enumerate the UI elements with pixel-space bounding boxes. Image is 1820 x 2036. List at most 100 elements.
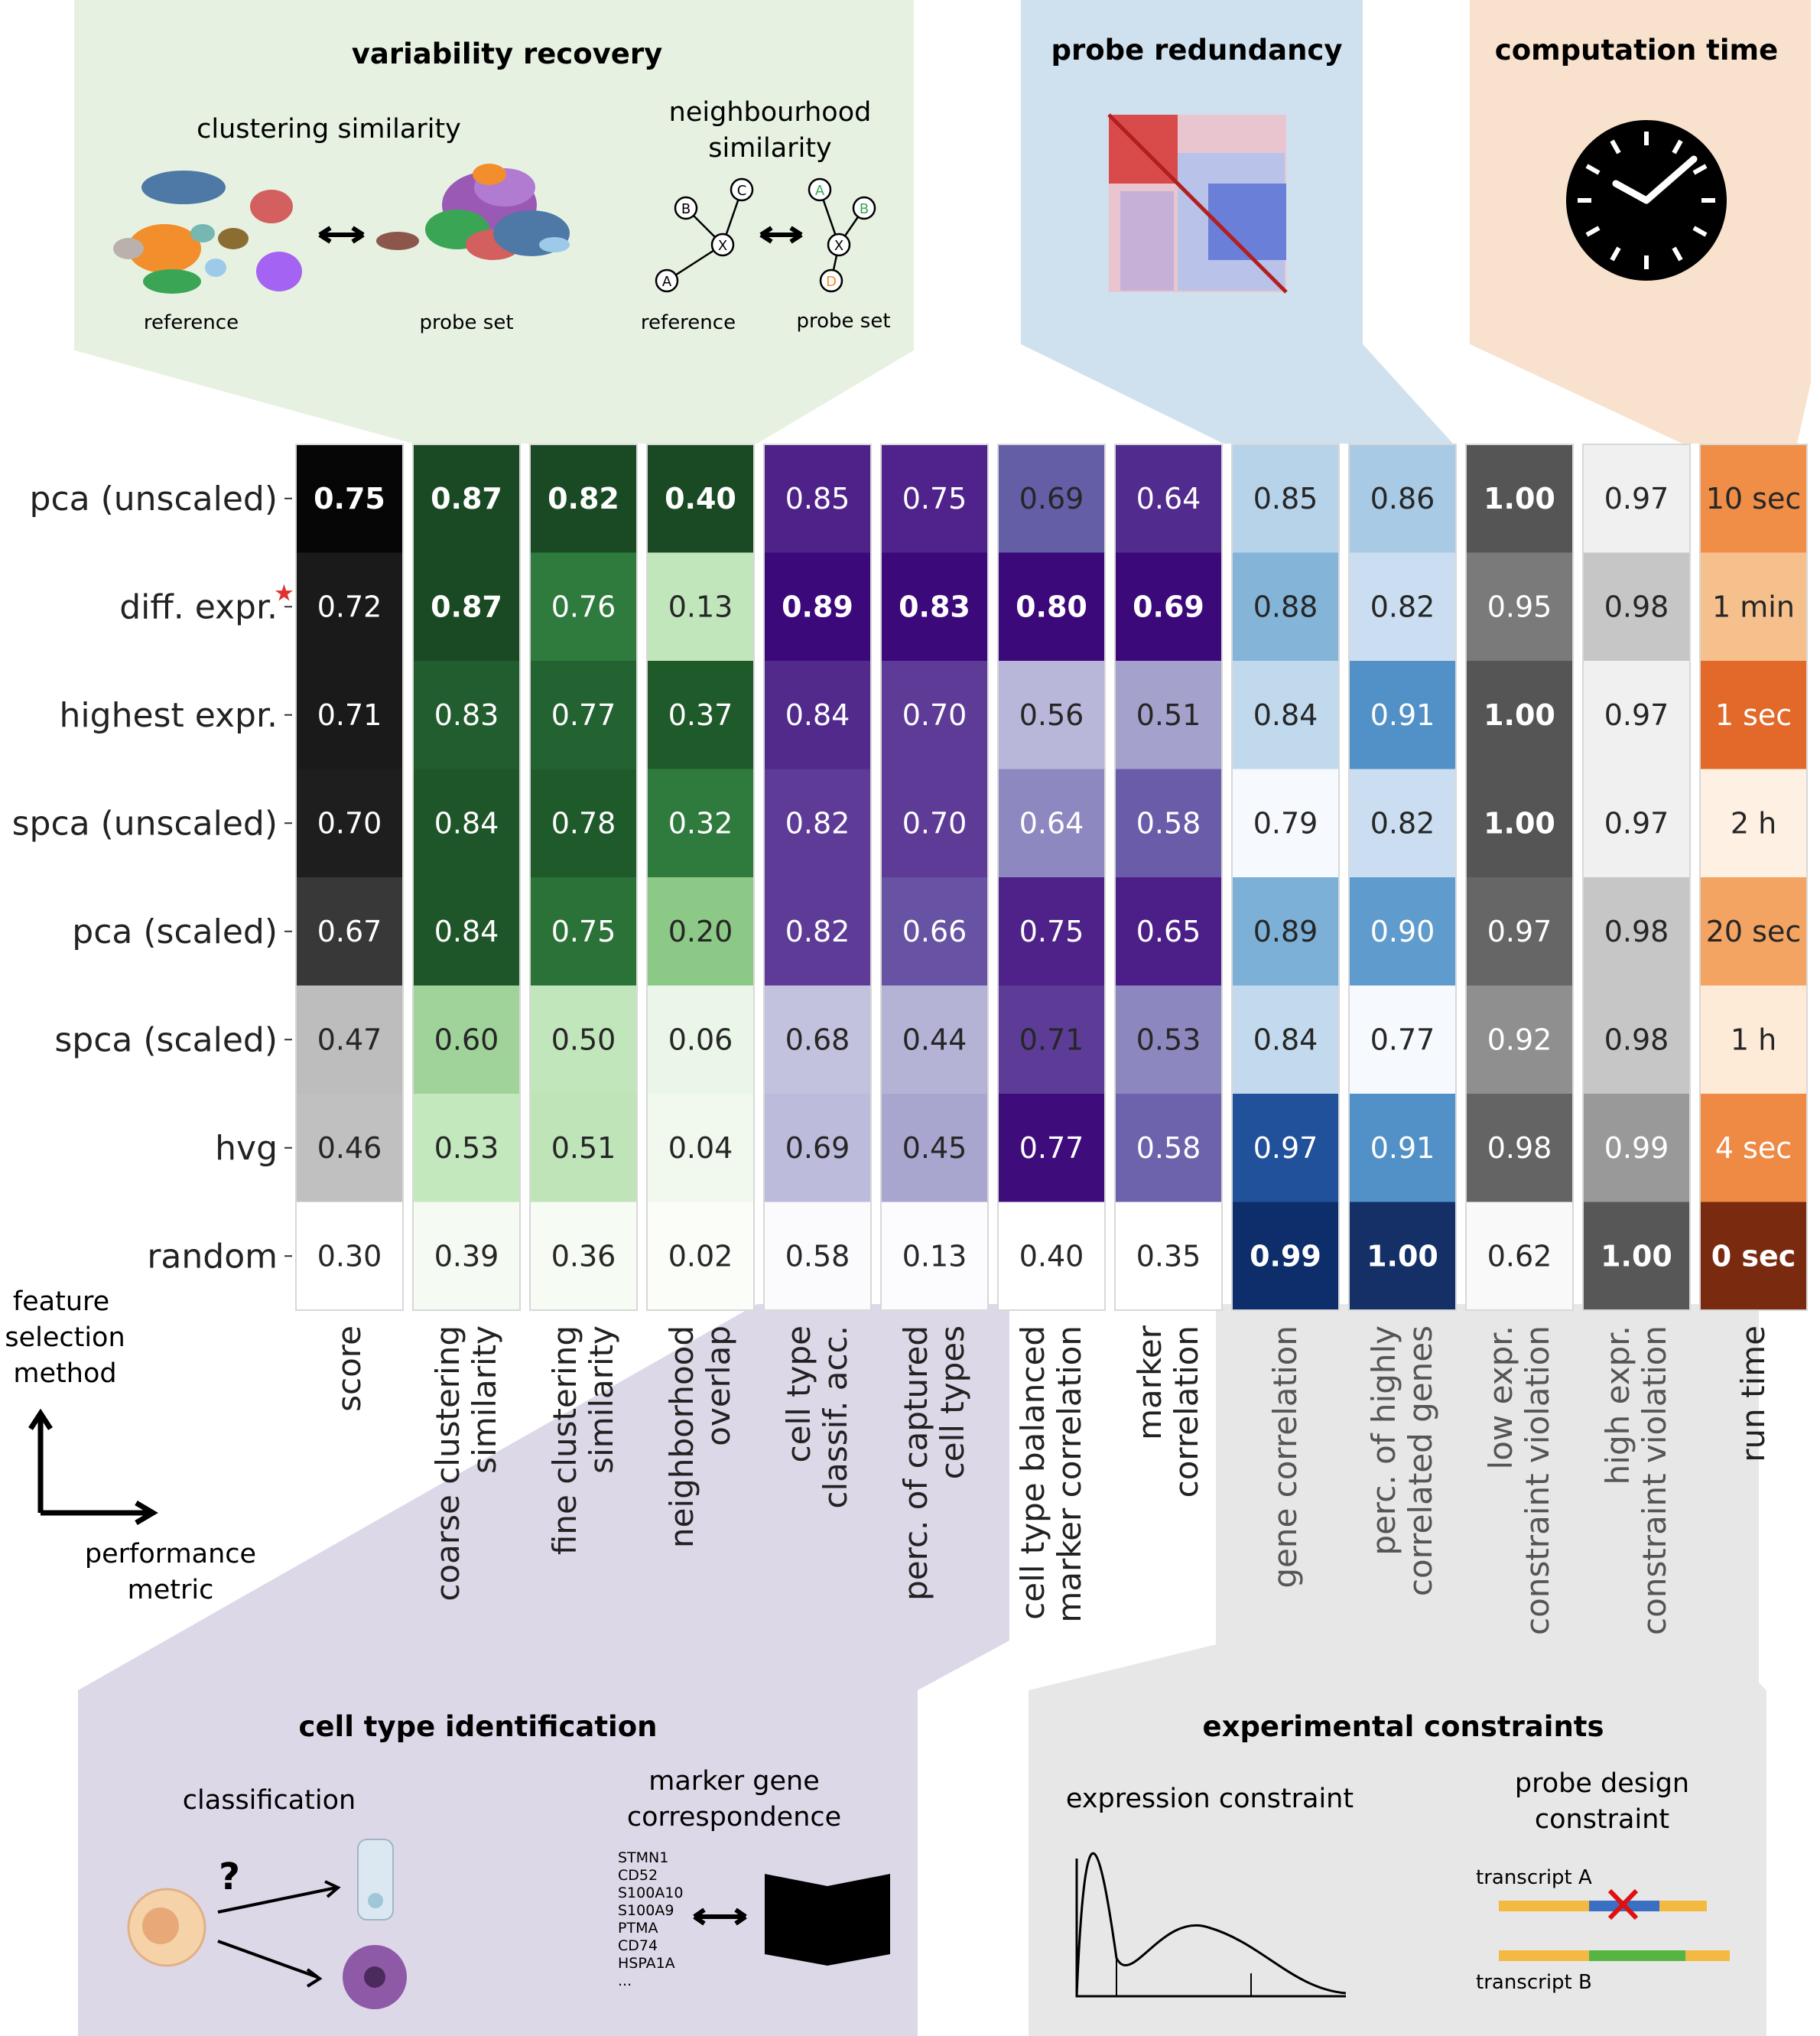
bidirectional-arrow-icon xyxy=(318,226,365,244)
cell-value: 0.02 xyxy=(668,1239,733,1273)
cell-value: 0.13 xyxy=(902,1239,967,1273)
column-label: neighborhood overlap xyxy=(663,1325,737,1548)
node-x-right: X xyxy=(834,238,843,254)
cell-value: 0.97 xyxy=(1487,915,1552,948)
probe-design-label-1: probe design xyxy=(1515,1768,1689,1799)
column-label-line: cell type balanced xyxy=(1014,1325,1051,1620)
cell-value: 0.82 xyxy=(785,915,850,948)
heatmap-cell xyxy=(881,444,988,553)
column-label: perc. of captured cell types xyxy=(897,1325,971,1601)
feature-label-1: feature xyxy=(13,1286,109,1317)
row-label: pca (scaled) xyxy=(72,912,278,951)
column-label-line: perc. of captured xyxy=(897,1325,934,1601)
cell-value: 0.97 xyxy=(1253,1131,1318,1165)
question-mark: ? xyxy=(219,1855,240,1898)
node-d-right: D xyxy=(826,274,837,290)
heatmap-cell xyxy=(1115,552,1222,662)
heatmap-cell xyxy=(530,877,637,986)
cell-value: 0.75 xyxy=(1019,915,1084,948)
heatmap-cell xyxy=(647,985,754,1094)
node-x-left: X xyxy=(718,238,727,254)
column-label: cell type balanced marker correlation xyxy=(1014,1325,1088,1623)
heatmap-cell xyxy=(296,444,403,553)
cell-value: 0.32 xyxy=(668,806,733,840)
column-frame xyxy=(1114,444,1223,1311)
row-label: diff. expr. xyxy=(119,587,278,626)
cell-value: 1.00 xyxy=(1601,1239,1672,1273)
column-label: cell type classif. acc. xyxy=(780,1325,854,1509)
probe-design-label-2: constraint xyxy=(1535,1804,1669,1835)
heatmap-cell xyxy=(1349,661,1456,769)
cell-value: 0.79 xyxy=(1253,806,1318,840)
heatmap-cell xyxy=(1700,769,1807,878)
column-label-line: fine clustering xyxy=(546,1325,583,1555)
heatmap-cell xyxy=(764,1094,871,1202)
reference-label-right: reference xyxy=(641,311,736,334)
bidirectional-arrow-icon-2 xyxy=(759,226,803,244)
column-frame xyxy=(295,444,404,1311)
gene-name: ... xyxy=(618,1973,632,1989)
cell-value: 0.06 xyxy=(668,1023,733,1056)
neighbourhood-graph-reference-icon xyxy=(655,177,754,293)
row-label: spca (scaled) xyxy=(54,1020,278,1059)
heatmap-cell xyxy=(1349,1202,1456,1311)
cell-value: 0.77 xyxy=(1019,1131,1084,1165)
cell-value: 0.75 xyxy=(551,915,616,948)
heatmap-cell xyxy=(647,1202,754,1311)
heatmap-cell xyxy=(1349,552,1456,662)
celltype-title: cell type identification xyxy=(299,1710,658,1743)
metric-label-1: performance xyxy=(85,1539,256,1569)
heatmap-cell xyxy=(1115,661,1222,769)
cell-value: 0.64 xyxy=(1136,482,1201,516)
heatmap-cell xyxy=(1232,769,1339,878)
heatmap-cell xyxy=(1115,877,1222,986)
cell-value: 0.40 xyxy=(1019,1239,1084,1273)
redundancy-title: probe redundancy xyxy=(1051,34,1343,67)
heatmap-cell xyxy=(1583,552,1690,662)
heatmap-cell xyxy=(998,877,1105,986)
cell-value: 0.71 xyxy=(317,698,382,732)
heatmap-cell xyxy=(1583,444,1690,553)
cell-value: 0.58 xyxy=(1136,806,1201,840)
cell-value: 0.71 xyxy=(1019,1023,1084,1056)
heatmap-cell xyxy=(647,661,754,769)
cell-value: 0.97 xyxy=(1604,482,1669,516)
column-frame xyxy=(880,444,989,1311)
cell-value: 0.78 xyxy=(551,806,616,840)
column-label-line: marker xyxy=(1131,1325,1168,1440)
column-label-line: classif. acc. xyxy=(817,1325,854,1509)
heatmap-cell xyxy=(296,769,403,878)
cell-value: 0.56 xyxy=(1019,698,1084,732)
cell-value: 0.87 xyxy=(431,590,502,623)
cell-icon xyxy=(127,1888,206,1967)
gene-name: S100A10 xyxy=(618,1885,684,1901)
row-label: spca (unscaled) xyxy=(12,804,278,843)
heatmap-cell xyxy=(764,985,871,1094)
column-frame xyxy=(1582,444,1691,1311)
gene-name: PTMA xyxy=(618,1920,658,1937)
axis-arrows-icon xyxy=(28,1408,158,1526)
cell-value: 0.58 xyxy=(1136,1131,1201,1165)
heatmap-cell xyxy=(1349,444,1456,553)
cell-value: 2 h xyxy=(1731,806,1776,840)
column-frame xyxy=(412,444,521,1311)
heatmap-cell xyxy=(998,1202,1105,1311)
heatmap-cell xyxy=(1232,1094,1339,1202)
heatmap-cell xyxy=(881,985,988,1094)
heatmap-cell xyxy=(1232,552,1339,662)
heatmap-cell xyxy=(764,877,871,986)
heatmap-cell xyxy=(1583,985,1690,1094)
heatmap-cell xyxy=(530,1202,637,1311)
heatmap-cell xyxy=(1349,877,1456,986)
cell-value: 0.04 xyxy=(668,1131,733,1165)
cell-value: 1.00 xyxy=(1484,482,1555,516)
heatmap-cell xyxy=(1232,444,1339,553)
heatmap-cell xyxy=(1115,769,1222,878)
heatmap-cell xyxy=(1349,1094,1456,1202)
cell-value: 1.00 xyxy=(1484,806,1555,840)
column-frame xyxy=(529,444,638,1311)
column-label: coarse clustering similarity xyxy=(429,1325,503,1602)
cell-value: 0.66 xyxy=(902,915,967,948)
heatmap-cell xyxy=(413,444,520,553)
heatmap-cell xyxy=(1466,1202,1573,1311)
